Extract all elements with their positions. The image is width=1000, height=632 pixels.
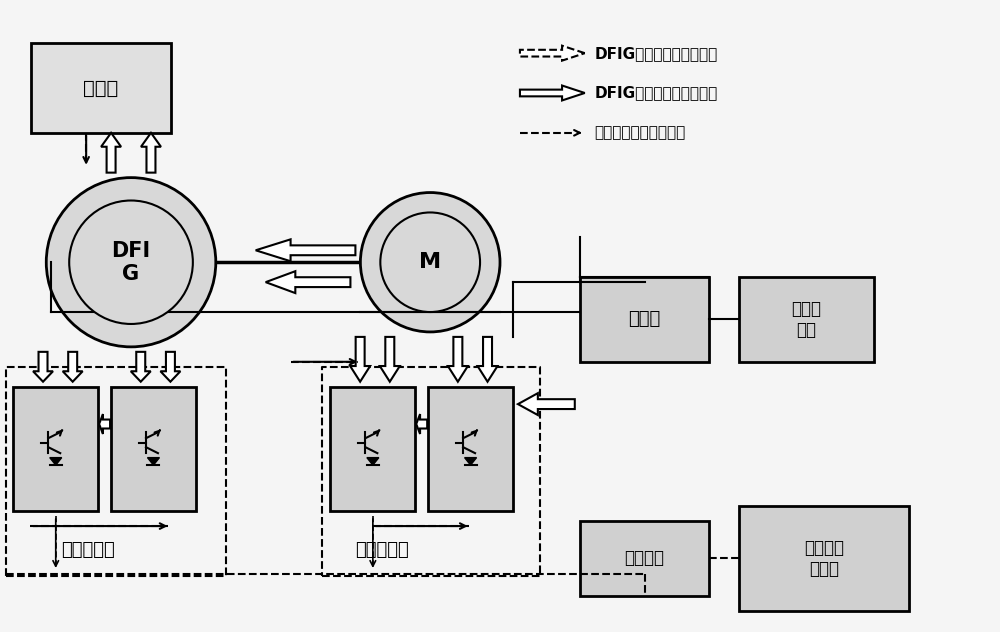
Polygon shape	[50, 458, 62, 465]
FancyBboxPatch shape	[330, 387, 415, 511]
Text: 配电变
压器: 配电变 压器	[792, 300, 822, 339]
Polygon shape	[416, 414, 427, 434]
Polygon shape	[350, 337, 370, 382]
Text: M: M	[419, 252, 441, 272]
Polygon shape	[367, 458, 379, 465]
Text: 风力机模
拟系统: 风力机模 拟系统	[804, 539, 844, 578]
FancyBboxPatch shape	[428, 387, 513, 511]
Circle shape	[380, 212, 480, 312]
Polygon shape	[141, 133, 161, 173]
Text: 励磁变频器: 励磁变频器	[61, 541, 115, 559]
Polygon shape	[160, 352, 180, 382]
Polygon shape	[478, 337, 498, 382]
Polygon shape	[266, 271, 350, 293]
Polygon shape	[518, 393, 575, 415]
Polygon shape	[101, 133, 121, 173]
Text: 拖动变频器: 拖动变频器	[355, 541, 409, 559]
Polygon shape	[465, 458, 477, 465]
FancyBboxPatch shape	[31, 43, 171, 133]
FancyBboxPatch shape	[580, 521, 709, 596]
Polygon shape	[33, 352, 53, 382]
Circle shape	[360, 193, 500, 332]
FancyBboxPatch shape	[111, 387, 196, 511]
FancyBboxPatch shape	[13, 387, 98, 511]
Circle shape	[46, 178, 216, 347]
Polygon shape	[448, 337, 468, 382]
Polygon shape	[99, 414, 110, 434]
Polygon shape	[256, 240, 355, 261]
Text: 负载柜: 负载柜	[83, 78, 119, 97]
Polygon shape	[63, 352, 83, 382]
Circle shape	[69, 200, 193, 324]
Polygon shape	[520, 46, 585, 61]
Text: DFI
G: DFI G	[111, 241, 151, 284]
FancyBboxPatch shape	[739, 506, 909, 611]
Polygon shape	[520, 85, 585, 100]
Polygon shape	[380, 337, 400, 382]
Polygon shape	[131, 352, 151, 382]
Text: DFIG超同步能量流动过程: DFIG超同步能量流动过程	[595, 46, 718, 61]
Text: 通讯线及控制信号方向: 通讯线及控制信号方向	[595, 125, 686, 140]
FancyBboxPatch shape	[739, 277, 874, 362]
Text: DFIG亚同步能量流动过程: DFIG亚同步能量流动过程	[595, 85, 718, 100]
Polygon shape	[147, 458, 159, 465]
Text: 控制系统: 控制系统	[625, 549, 665, 568]
FancyBboxPatch shape	[580, 277, 709, 362]
Text: 配电柜: 配电柜	[628, 310, 661, 329]
